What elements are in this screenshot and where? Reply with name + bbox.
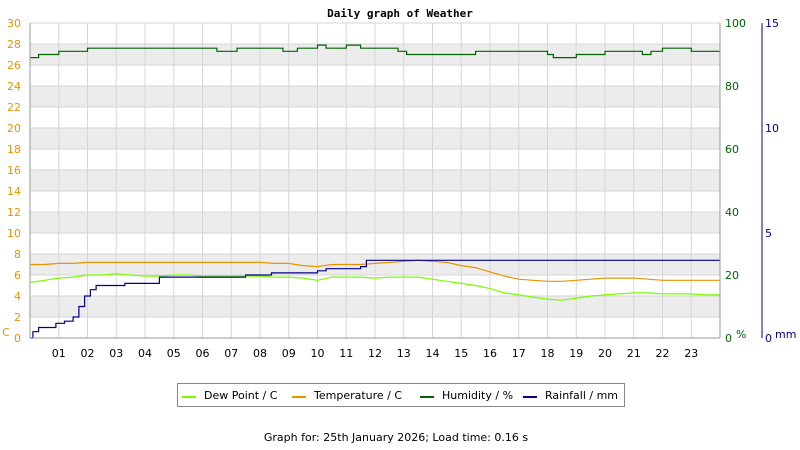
y-axis-unit-rainfall: mm — [775, 328, 796, 341]
y-tick-label-left: 8 — [14, 248, 21, 261]
legend-label-dew-point: Dew Point / C — [204, 389, 278, 402]
y-tick-label-humidity: 40 — [725, 206, 739, 219]
chart-title: Daily graph of Weather — [327, 7, 473, 20]
y-tick-label-left: 18 — [7, 143, 21, 156]
footer-text: Graph for: 25th January 2026; Load time:… — [263, 431, 529, 444]
y-tick-label-rainfall: 10 — [765, 122, 779, 135]
y-tick-label-left: 0 — [14, 332, 21, 345]
y-tick-label-humidity: 0 — [725, 332, 732, 345]
legend-label-humidity: Humidity / % — [442, 389, 514, 402]
x-tick-label: 09 — [282, 347, 296, 360]
y-tick-label-left: 20 — [7, 122, 21, 135]
y-tick-label-left: 30 — [7, 17, 21, 30]
y-tick-label-left: 2 — [14, 311, 21, 324]
x-tick-label: 12 — [368, 347, 382, 360]
y-tick-label-humidity: 100 — [725, 17, 746, 30]
y-tick-label-left: 10 — [7, 227, 21, 240]
y-tick-label-left: 6 — [14, 269, 21, 282]
legend-swatch-rainfall — [523, 396, 537, 398]
x-tick-label: 05 — [167, 347, 181, 360]
x-tick-label: 19 — [569, 347, 583, 360]
x-tick-label: 07 — [224, 347, 238, 360]
legend-swatch-temperature — [292, 396, 306, 398]
y-tick-label-humidity: 80 — [725, 80, 739, 93]
y-tick-label-left: 4 — [14, 290, 21, 303]
x-tick-label: 20 — [598, 347, 612, 360]
x-tick-label: 08 — [253, 347, 267, 360]
y-tick-label-left: 28 — [7, 38, 21, 51]
series-line-dew-point — [29, 273, 720, 301]
y-axis-unit-left: C — [2, 326, 10, 339]
x-tick-label: 16 — [483, 347, 497, 360]
x-tick-label: 18 — [541, 347, 555, 360]
y-tick-label-rainfall: 15 — [765, 17, 779, 30]
y-tick-label-left: 16 — [7, 164, 21, 177]
x-tick-label: 21 — [627, 347, 641, 360]
x-tick-label: 10 — [311, 347, 325, 360]
x-tick-label: 04 — [138, 347, 152, 360]
x-tick-label: 03 — [109, 347, 123, 360]
x-tick-label: 06 — [196, 347, 210, 360]
legend: Dew Point / C Temperature / C Humidity /… — [177, 383, 625, 407]
x-tick-label: 22 — [656, 347, 670, 360]
series-layer — [29, 44, 721, 339]
y-tick-label-left: 24 — [7, 80, 21, 93]
y-axis-unit-humidity: % — [736, 328, 746, 341]
legend-swatch-dew-point — [182, 396, 196, 398]
grid-lines — [29, 22, 721, 339]
y-tick-label-rainfall: 5 — [765, 227, 772, 240]
legend-label-temperature: Temperature / C — [314, 389, 403, 402]
x-tick-label: 01 — [52, 347, 66, 360]
series-line-rainfall — [30, 259, 720, 339]
y-tick-label-left: 26 — [7, 59, 21, 72]
y-tick-label-left: 12 — [7, 206, 21, 219]
legend-label-rainfall: Rainfall / mm — [545, 389, 619, 402]
x-tick-label: 15 — [454, 347, 468, 360]
x-tick-label: 14 — [426, 347, 440, 360]
x-tick-label: 17 — [512, 347, 526, 360]
x-tick-label: 13 — [397, 347, 411, 360]
y-tick-label-rainfall: 0 — [765, 332, 772, 345]
axes — [29, 23, 763, 339]
y-tick-label-humidity: 60 — [725, 143, 739, 156]
x-tick-label: 11 — [339, 347, 353, 360]
y-tick-label-humidity: 20 — [725, 269, 739, 282]
legend-swatch-humidity — [420, 396, 434, 398]
x-tick-label: 23 — [684, 347, 698, 360]
x-tick-label: 02 — [81, 347, 95, 360]
y-tick-label-left: 22 — [7, 101, 21, 114]
series-line-humidity — [30, 44, 720, 59]
y-tick-label-left: 14 — [7, 185, 21, 198]
